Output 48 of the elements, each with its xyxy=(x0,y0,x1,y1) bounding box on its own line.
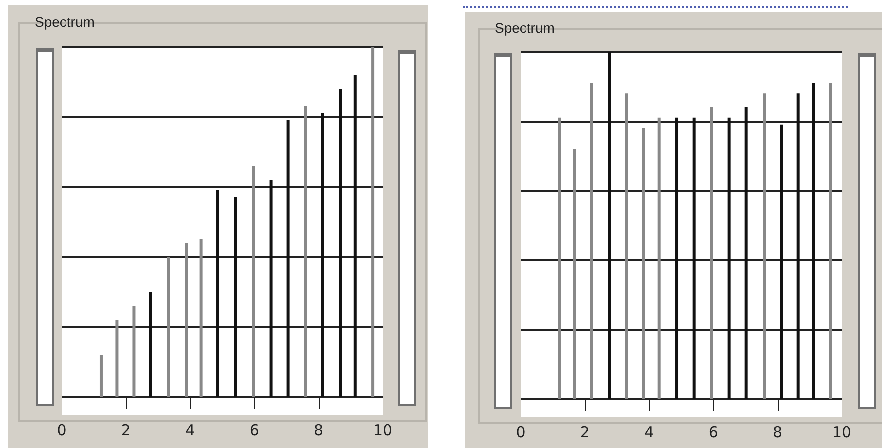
bar xyxy=(812,83,816,399)
bar xyxy=(692,118,696,399)
x-tick-label: 2 xyxy=(580,424,590,442)
bar xyxy=(728,118,731,399)
bar xyxy=(608,52,612,399)
x-tick-label: 8 xyxy=(773,424,783,442)
x-tick-label: 0 xyxy=(57,422,67,440)
x-tick-label: 6 xyxy=(250,422,260,440)
bar xyxy=(558,118,562,399)
bar xyxy=(829,83,832,399)
bar xyxy=(658,118,661,399)
bar xyxy=(625,94,628,399)
chart-title: Spectrum xyxy=(495,20,555,36)
bar xyxy=(132,306,136,397)
bar xyxy=(185,243,188,397)
bar xyxy=(286,120,290,397)
bar xyxy=(234,198,238,397)
bar xyxy=(339,89,342,397)
bar xyxy=(216,190,220,397)
x-tick-label: 0 xyxy=(516,424,526,442)
bar xyxy=(321,114,324,397)
bar xyxy=(354,75,357,397)
x-tick-label: 8 xyxy=(314,422,324,440)
x-tick-label: 6 xyxy=(708,424,718,442)
bar xyxy=(590,83,594,399)
bar xyxy=(270,180,273,397)
bar xyxy=(676,118,679,399)
bar xyxy=(149,292,152,397)
bar xyxy=(100,355,103,397)
bar xyxy=(573,149,576,399)
bar xyxy=(116,320,119,397)
x-tick-label: 4 xyxy=(186,422,196,440)
bar xyxy=(710,108,714,399)
bar xyxy=(796,94,800,399)
bar xyxy=(372,47,375,397)
bar xyxy=(763,94,766,399)
bar xyxy=(167,257,170,397)
bar xyxy=(200,240,203,397)
x-tick-label: 2 xyxy=(121,422,131,440)
x-tick-label: 10 xyxy=(373,422,393,440)
x-tick-label: 10 xyxy=(832,424,852,442)
bar xyxy=(744,108,748,399)
bar xyxy=(642,128,646,399)
bar xyxy=(252,166,256,397)
x-tick-label: 4 xyxy=(644,424,654,442)
bar xyxy=(780,124,784,399)
chart-title: Spectrum xyxy=(35,14,95,30)
bar xyxy=(304,106,308,397)
